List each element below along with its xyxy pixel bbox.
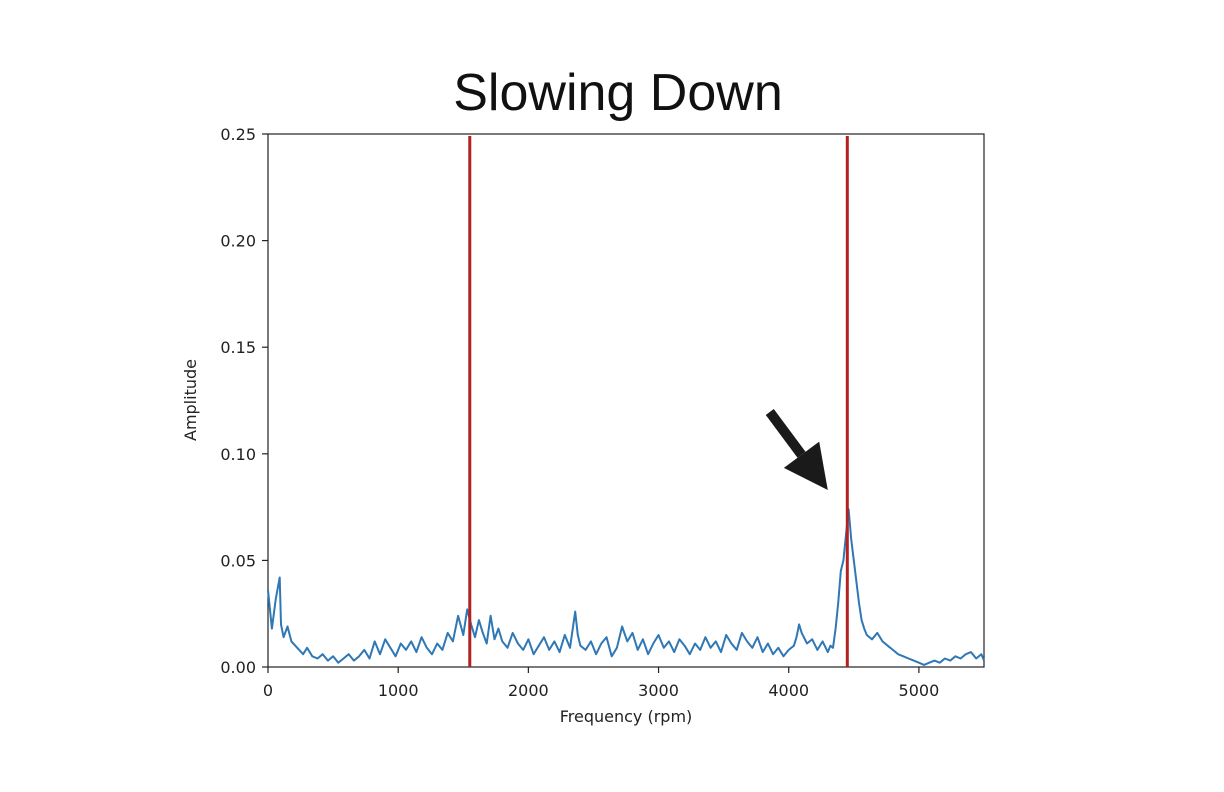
y-axis-label: Amplitude [181, 359, 200, 441]
y-tick-label: 0.25 [220, 125, 256, 144]
annotation-arrow-head [783, 441, 828, 491]
y-axis-ticks: 0.00 0.05 0.10 0.15 0.20 0.25 [220, 125, 268, 677]
plot-frame [267, 133, 985, 668]
x-tick-label: 2000 [508, 681, 549, 700]
y-tick-label: 0.20 [220, 232, 256, 251]
x-tick-label: 3000 [638, 681, 679, 700]
chart-title: Slowing Down [453, 64, 783, 122]
x-tick-label: 4000 [768, 681, 809, 700]
chart-marks [267, 136, 985, 667]
y-tick-label: 0.15 [220, 338, 256, 357]
x-tick-label: 0 [263, 681, 273, 700]
x-axis-label: Frequency (rpm) [560, 707, 693, 726]
plot-area [267, 133, 985, 668]
x-tick-label: 1000 [378, 681, 419, 700]
y-tick-label: 0.10 [220, 445, 256, 464]
x-axis-ticks: 0 1000 2000 3000 4000 5000 [263, 667, 939, 700]
series-line [267, 508, 985, 666]
y-tick-label: 0.05 [220, 551, 256, 570]
annotation-arrow-shaft [765, 409, 806, 458]
x-tick-label: 5000 [899, 681, 940, 700]
y-tick-label: 0.00 [220, 658, 256, 677]
